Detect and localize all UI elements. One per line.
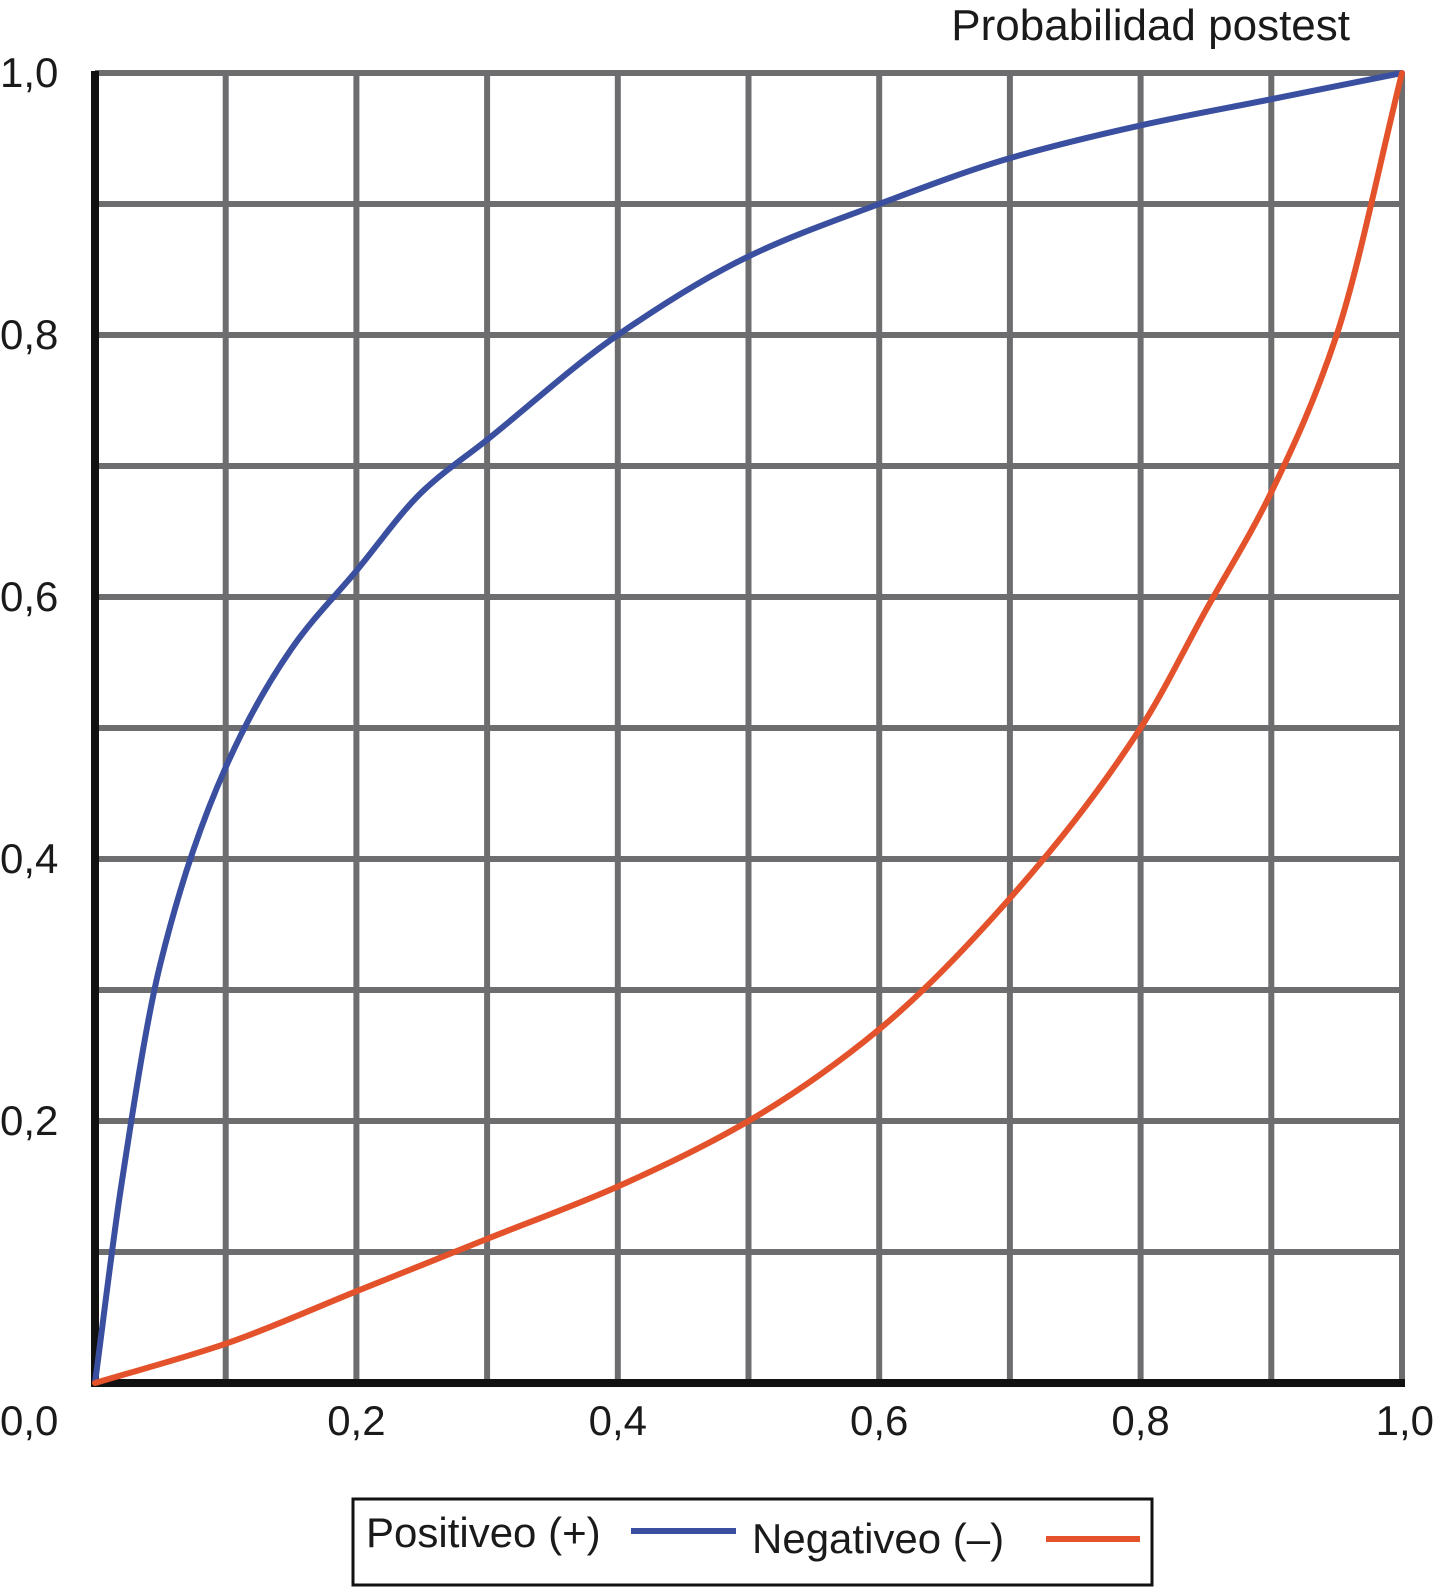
tick-labels: 0,0 0,2 0,4 0,6 0,8 1,0 0,2 0,4 0,6 0,8 1,0 <box>0 49 1434 1444</box>
x-tick-label: 0,0 <box>0 1397 58 1444</box>
y-tick-label: 0,4 <box>0 835 58 882</box>
series-lines <box>92 70 1405 1386</box>
chart-title: Probabilidad postest <box>951 1 1350 50</box>
y-tick-label: 0,2 <box>0 1097 58 1144</box>
axes <box>91 71 1405 1387</box>
y-tick-label: 0,8 <box>0 311 58 358</box>
x-tick-label: 0,2 <box>327 1397 385 1444</box>
negative-series-line <box>92 70 1405 1386</box>
legend-box <box>351 1497 1154 1587</box>
x-tick-label: 0,8 <box>1111 1397 1169 1444</box>
legend-label-negative: Negativeo (–) <box>752 1515 1004 1562</box>
grid <box>92 70 1405 1386</box>
legend-label-positive: Positiveo (+) <box>366 1509 601 1556</box>
legend: Positiveo (+) Negativeo (–) <box>351 1497 1154 1587</box>
positive-series-line <box>92 70 1405 1386</box>
x-tick-label: 0,6 <box>850 1397 908 1444</box>
y-tick-label: 1,0 <box>0 49 58 96</box>
y-tick-label: 0,6 <box>0 573 58 620</box>
x-tick-label: 1,0 <box>1376 1397 1434 1444</box>
x-tick-label: 0,4 <box>589 1397 647 1444</box>
